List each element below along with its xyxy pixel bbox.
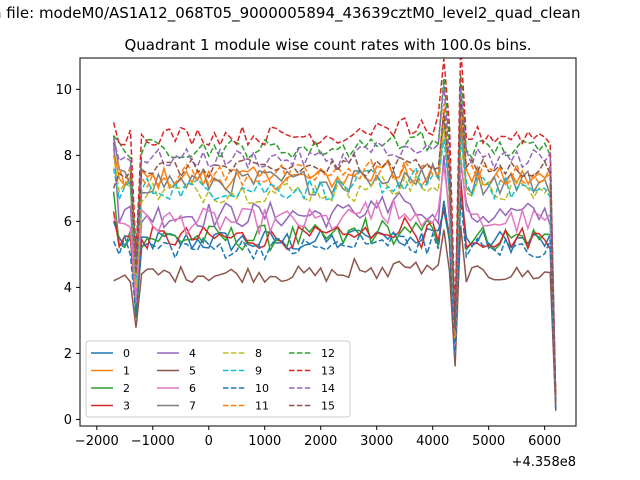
legend-label-7: 7 (189, 400, 196, 413)
legend-label-10: 10 (255, 382, 269, 395)
legend-label-3: 3 (123, 400, 130, 413)
legend-label-4: 4 (189, 347, 196, 360)
y-tick-label: 8 (64, 149, 72, 164)
series-line-8 (112, 124, 557, 406)
legend-label-12: 12 (321, 347, 335, 360)
series-line-9 (112, 132, 557, 407)
x-tick-label: 2000 (304, 434, 337, 449)
legend-label-6: 6 (189, 382, 196, 395)
series-line-3 (112, 178, 557, 410)
y-tick-label: 2 (64, 347, 72, 362)
chart-title: Quadrant 1 module wise count rates with … (124, 36, 532, 54)
x-tick-label: 0 (205, 434, 213, 449)
x-tick-label: −2000 (75, 434, 119, 449)
series-line-4 (112, 142, 557, 408)
legend-label-0: 0 (123, 347, 130, 360)
legend-label-11: 11 (255, 400, 269, 413)
legend-label-5: 5 (189, 365, 196, 378)
legend-label-15: 15 (321, 400, 335, 413)
series-line-13 (112, 58, 557, 403)
legend-label-13: 13 (321, 365, 335, 378)
x-tick-label: 6000 (528, 434, 561, 449)
series-group (112, 58, 557, 411)
y-tick-label: 4 (64, 281, 72, 296)
y-tick-label: 10 (55, 83, 72, 98)
series-line-0 (112, 187, 557, 409)
legend-label-9: 9 (255, 365, 262, 378)
legend-label-2: 2 (123, 382, 130, 395)
x-tick-label: 5000 (472, 434, 505, 449)
y-tick-label: 6 (64, 215, 72, 230)
series-line-2 (112, 183, 557, 409)
legend-box (85, 340, 351, 418)
series-line-14 (112, 85, 557, 404)
x-offset-label: +4.358e8 (512, 455, 576, 470)
series-line-1 (112, 118, 557, 405)
series-line-10 (112, 198, 557, 410)
axes-frame (79, 57, 577, 427)
figure-suptitle: n file: modeM0/AS1A12_068T05_9000005894_… (0, 4, 581, 22)
series-line-6 (113, 157, 557, 408)
legend-label-1: 1 (123, 365, 130, 378)
series-line-5 (113, 225, 557, 411)
series-line-15 (112, 98, 557, 405)
y-tick-label: 0 (64, 413, 72, 428)
x-tick-label: 1000 (248, 434, 281, 449)
legend-label-8: 8 (255, 347, 262, 360)
x-tick-label: 3000 (360, 434, 393, 449)
x-tick-label: 4000 (416, 434, 449, 449)
x-tick-label: −1000 (131, 434, 175, 449)
legend-label-14: 14 (321, 382, 335, 395)
